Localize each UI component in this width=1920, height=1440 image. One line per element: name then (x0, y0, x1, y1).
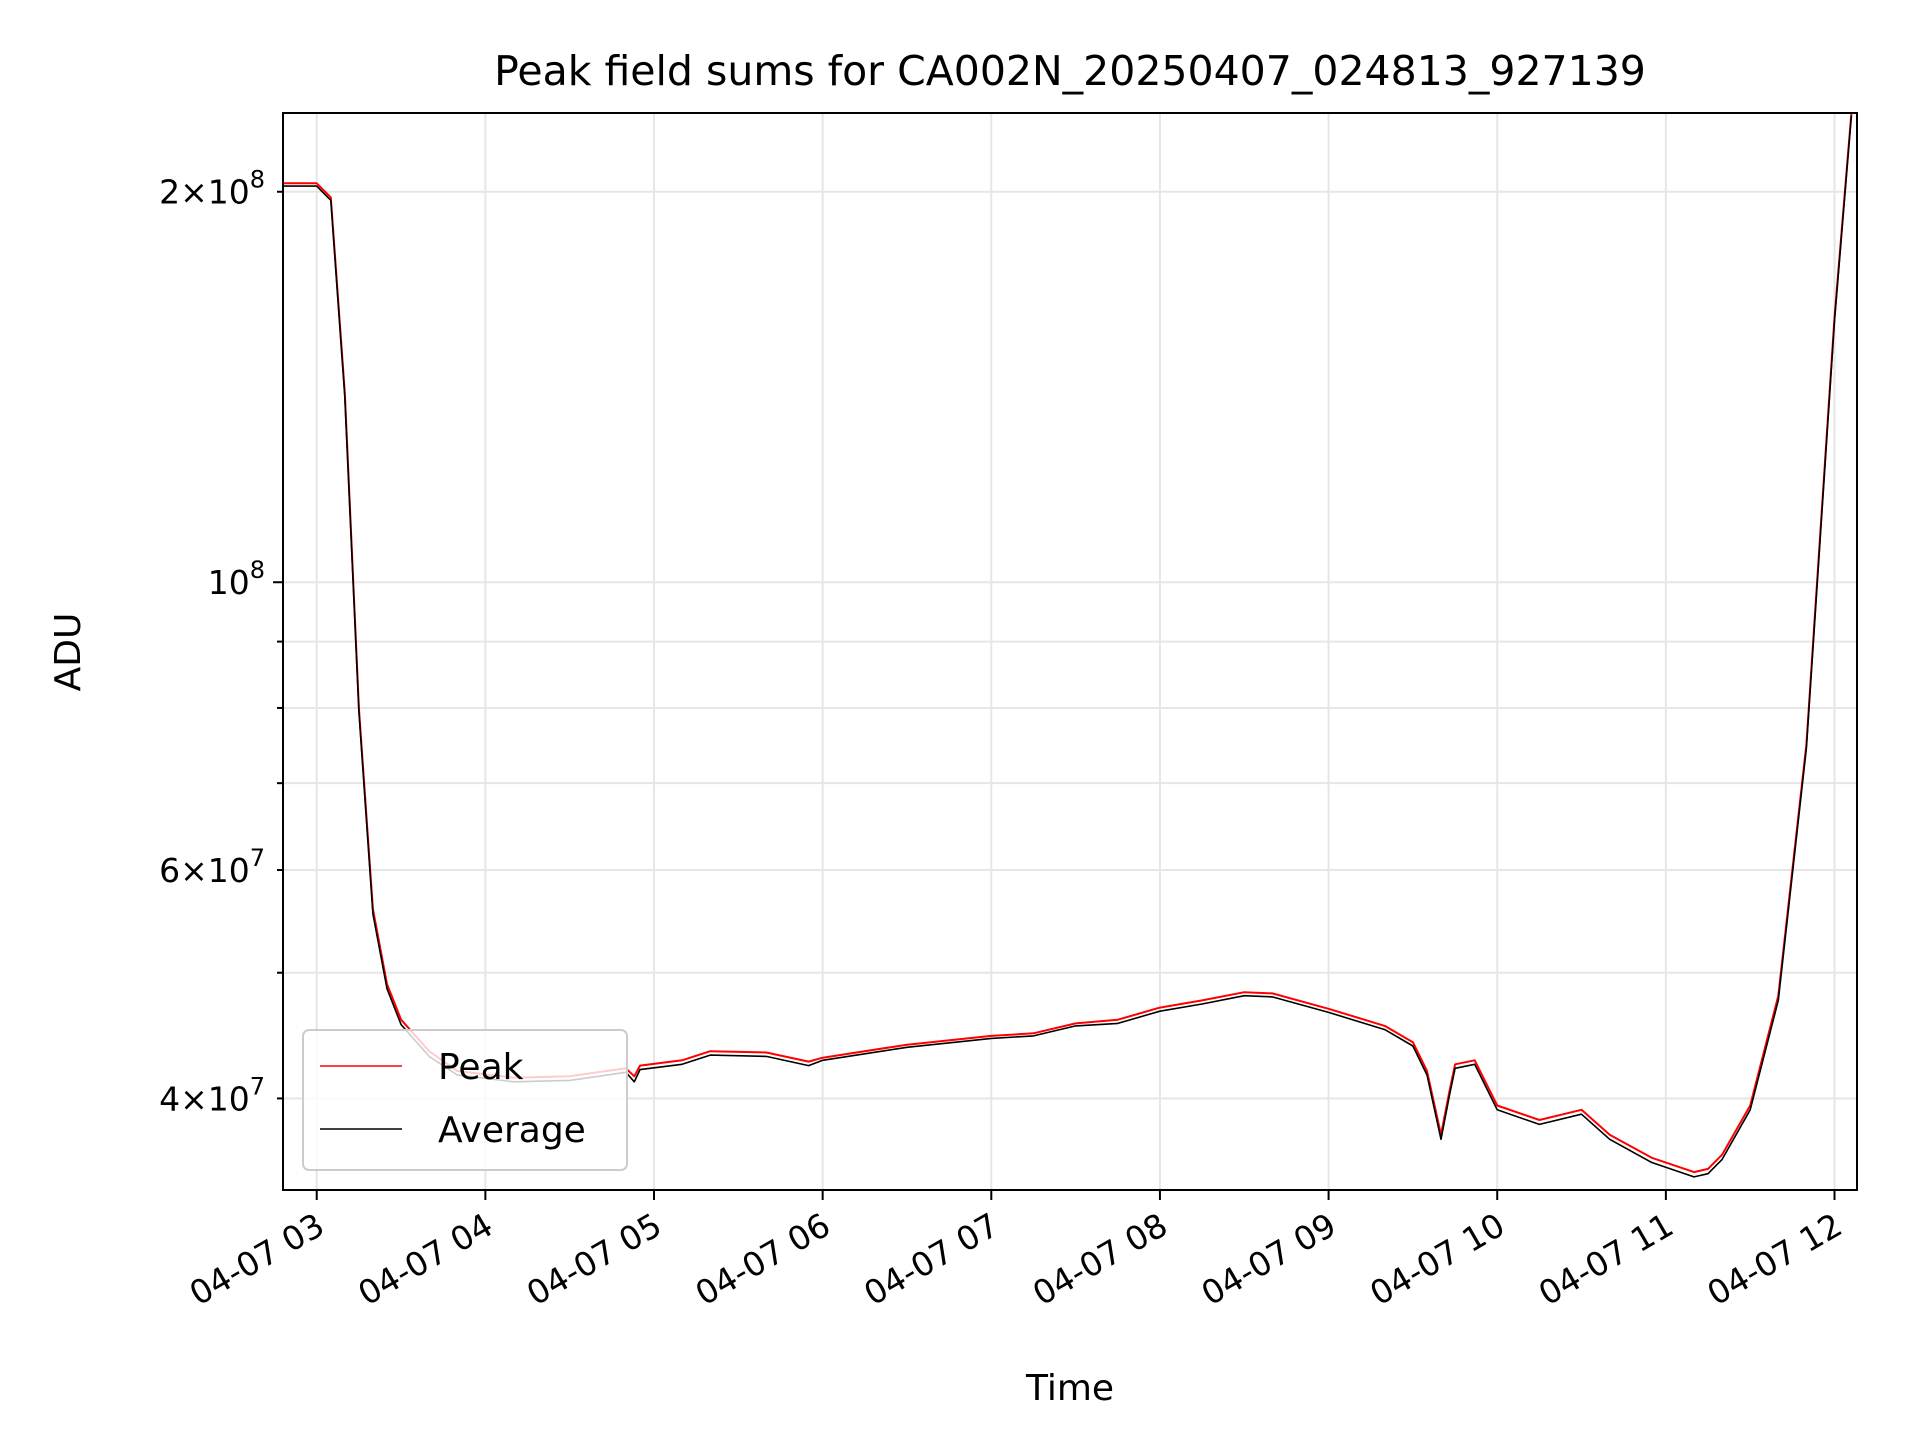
y-tick-label: 108 (208, 556, 265, 602)
y-tick-label: 6×107 (159, 844, 265, 890)
x-tick-label: 04-07 06 (689, 1205, 837, 1313)
x-tick-label: 04-07 09 (1195, 1205, 1343, 1313)
x-tick-label: 04-07 10 (1363, 1205, 1511, 1313)
x-tick-label: 04-07 12 (1701, 1205, 1849, 1313)
x-axis-label: Time (1025, 1368, 1114, 1409)
x-tick-label: 04-07 03 (183, 1205, 331, 1313)
y-tick-label: 4×107 (159, 1072, 265, 1118)
legend: Peak Average (302, 1029, 628, 1171)
legend-box (302, 1029, 628, 1171)
y-axis: 108 4×107 6×107 2×108 (159, 166, 283, 1118)
grid (283, 113, 1857, 1190)
x-tick-label: 04-07 07 (857, 1205, 1005, 1313)
series-line-average (283, 115, 1853, 1178)
x-axis: 04-07 03 04-07 04 04-07 05 04-07 06 04-07 07… (183, 1190, 1849, 1313)
x-tick-label: 04-07 11 (1532, 1205, 1680, 1313)
y-tick-label: 2×108 (159, 166, 265, 212)
x-tick-label: 04-07 08 (1026, 1205, 1174, 1313)
x-tick-label: 04-07 05 (520, 1205, 668, 1313)
legend-label-average: Average (438, 1110, 586, 1151)
legend-label-peak: Peak (438, 1047, 524, 1088)
plot-area-frame (282, 112, 1858, 1191)
x-tick-label: 04-07 04 (351, 1205, 499, 1313)
y-axis-label: ADU (48, 613, 89, 692)
series-lines (283, 112, 1853, 1178)
chart-title: Peak field sums for CA002N_20250407_0248… (494, 47, 1646, 95)
